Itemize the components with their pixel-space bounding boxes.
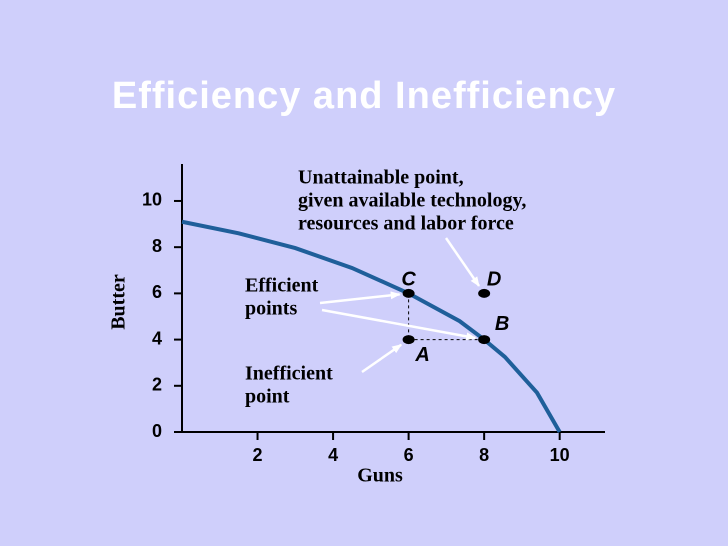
annotation: resources and labor force: [298, 213, 514, 235]
point: [402, 335, 415, 345]
y-tick-label: 6: [152, 282, 162, 302]
point: [478, 335, 491, 345]
annotation-arrow: [444, 237, 481, 287]
y-tick-label: 2: [152, 375, 162, 395]
x-tick-label: 4: [328, 445, 338, 465]
chart-title: Efficiency and Inefficiency: [112, 75, 616, 117]
annotation-arrow: [361, 343, 403, 374]
point: [402, 288, 415, 298]
annotation: points: [245, 298, 297, 320]
point-label: D: [487, 269, 501, 291]
y-tick-label: 4: [152, 328, 162, 348]
x-tick-label: 6: [404, 445, 414, 465]
y-axis-label: Butter: [108, 274, 130, 330]
point-label: B: [495, 313, 509, 335]
y-tick-label: 8: [152, 236, 162, 256]
point: [478, 288, 491, 298]
ppf-curve: [181, 219, 562, 433]
annotation: Inefficient: [245, 363, 333, 385]
annotation-arrow: [319, 291, 401, 305]
annotation: Unattainable point,: [298, 167, 464, 189]
annotation-arrow: [321, 308, 477, 341]
annotation: Efficient: [245, 275, 319, 297]
x-tick-label: 10: [550, 445, 570, 465]
annotation: given available technology,: [298, 190, 526, 212]
annotation: point: [245, 386, 290, 408]
y-tick-label: 0: [152, 421, 162, 441]
x-tick-label: 2: [253, 445, 263, 465]
point-label: A: [414, 344, 429, 366]
x-tick-label: 8: [479, 445, 489, 465]
point-label: C: [401, 269, 416, 291]
x-axis-label: Guns: [357, 465, 403, 487]
y-tick-label: 10: [142, 190, 162, 210]
